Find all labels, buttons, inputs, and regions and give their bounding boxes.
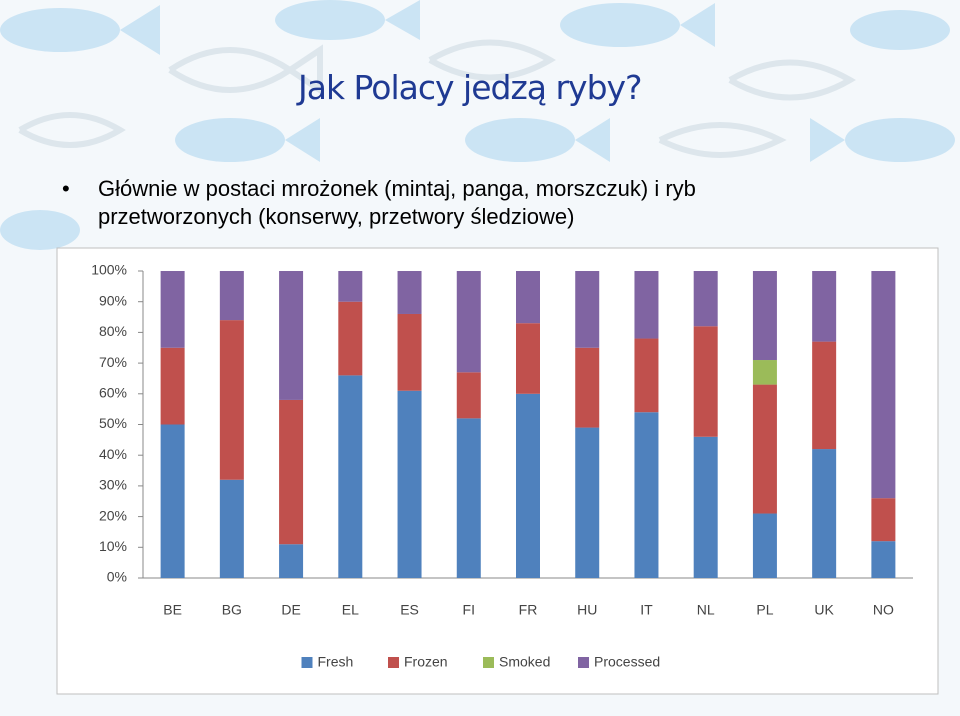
bar-segment xyxy=(752,384,777,514)
legend-label: Fresh xyxy=(318,654,354,670)
x-tick-label: ES xyxy=(400,602,419,618)
bar-segment xyxy=(812,449,837,578)
bar-segment xyxy=(279,399,304,545)
bar-segment xyxy=(160,424,185,578)
legend-label: Processed xyxy=(594,654,660,670)
bar-segment xyxy=(575,347,600,428)
bar-segment xyxy=(279,544,304,578)
bar-segment xyxy=(338,271,363,302)
bar-segment xyxy=(575,271,600,348)
bar-segment xyxy=(634,271,659,339)
bar-segment xyxy=(338,375,363,578)
bar-segment xyxy=(693,436,718,578)
bar-segment xyxy=(871,498,896,542)
fish-outline-decor xyxy=(18,39,856,158)
x-tick-label: FI xyxy=(463,602,475,618)
y-tick-label: 80% xyxy=(99,323,127,339)
legend-swatch xyxy=(388,657,399,668)
bar-segment xyxy=(456,271,481,373)
y-tick-label: 70% xyxy=(99,354,127,370)
y-tick-label: 10% xyxy=(99,538,127,554)
bar-segment xyxy=(575,427,600,578)
bar-segment xyxy=(160,271,185,348)
bar-segment xyxy=(634,412,659,578)
bar-segment xyxy=(397,313,422,391)
y-tick-label: 20% xyxy=(99,507,127,523)
x-tick-label: NO xyxy=(873,602,894,618)
bar-segment xyxy=(693,271,718,327)
legend-swatch xyxy=(301,657,313,668)
chart-frame xyxy=(56,247,939,695)
bullet-dot: • xyxy=(62,176,70,201)
x-tick-label: BG xyxy=(222,602,242,618)
bar-segment xyxy=(219,320,244,480)
x-tick-label: HU xyxy=(577,602,597,618)
bar-segment xyxy=(338,301,363,376)
y-tick-label: 100% xyxy=(91,262,127,278)
bar-segment xyxy=(219,479,244,578)
slide-title: Jak Polacy jedzą ryby? xyxy=(298,68,643,107)
bar-segment xyxy=(456,418,481,578)
bullet-text: Głównie w postaci mrożonek (mintaj, pang… xyxy=(98,176,696,229)
legend-label: Smoked xyxy=(499,654,550,670)
bar-segment xyxy=(752,513,777,578)
y-tick-label: 50% xyxy=(99,415,127,431)
bar-segment xyxy=(693,326,718,437)
y-tick-label: 90% xyxy=(99,292,127,308)
bar-segment xyxy=(871,271,896,499)
x-tick-label: BE xyxy=(163,602,182,618)
bar-segment xyxy=(516,271,540,324)
x-tick-label: PL xyxy=(756,602,773,618)
legend-swatch xyxy=(578,657,589,668)
bar-segment xyxy=(160,347,185,425)
bar-segment xyxy=(634,338,659,413)
x-tick-label: EL xyxy=(342,602,359,618)
fish-decor xyxy=(0,0,955,250)
bar-segment xyxy=(456,372,481,419)
x-tick-label: FR xyxy=(519,602,538,618)
bar-segment xyxy=(516,393,540,578)
bar-segment xyxy=(516,323,540,394)
bullet: • Głównie w postaci mrożonek (mintaj, pan… xyxy=(62,175,822,231)
x-tick-label: UK xyxy=(814,602,834,618)
y-tick-label: 0% xyxy=(107,569,127,585)
y-tick-label: 60% xyxy=(99,385,127,401)
x-tick-label: DE xyxy=(281,602,300,618)
bar-segment xyxy=(752,360,777,385)
legend-swatch xyxy=(483,657,494,668)
bar-segment xyxy=(219,271,244,321)
y-tick-label: 30% xyxy=(99,477,127,493)
x-tick-label: NL xyxy=(697,602,715,618)
bar-segment xyxy=(279,271,304,400)
bar-segment xyxy=(752,271,777,361)
bar-segment xyxy=(812,271,837,342)
legend-label: Frozen xyxy=(404,654,448,670)
bar-segment xyxy=(871,541,896,578)
x-tick-label: IT xyxy=(640,602,653,618)
bar-segment xyxy=(397,390,422,578)
bar-segment xyxy=(812,341,837,450)
bar-segment xyxy=(397,271,422,314)
y-tick-label: 40% xyxy=(99,446,127,462)
